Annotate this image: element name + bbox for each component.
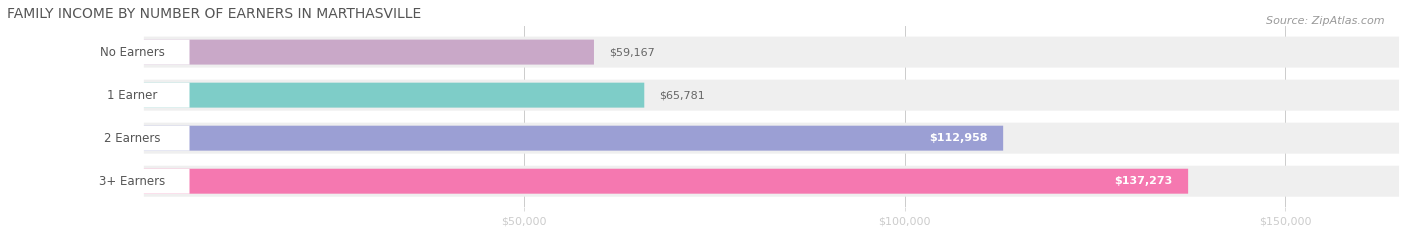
FancyBboxPatch shape: [76, 169, 190, 194]
FancyBboxPatch shape: [143, 37, 1399, 68]
Text: $112,958: $112,958: [929, 133, 988, 143]
FancyBboxPatch shape: [143, 83, 644, 108]
FancyBboxPatch shape: [143, 80, 1399, 111]
FancyBboxPatch shape: [143, 126, 1002, 151]
Text: 3+ Earners: 3+ Earners: [100, 175, 166, 188]
FancyBboxPatch shape: [143, 40, 593, 65]
Text: FAMILY INCOME BY NUMBER OF EARNERS IN MARTHASVILLE: FAMILY INCOME BY NUMBER OF EARNERS IN MA…: [7, 7, 422, 21]
Text: No Earners: No Earners: [100, 46, 165, 58]
Text: 1 Earner: 1 Earner: [107, 89, 157, 102]
Text: Source: ZipAtlas.com: Source: ZipAtlas.com: [1267, 16, 1385, 26]
Text: $59,167: $59,167: [609, 47, 655, 57]
FancyBboxPatch shape: [143, 169, 1188, 194]
Text: $137,273: $137,273: [1115, 176, 1173, 186]
FancyBboxPatch shape: [76, 83, 190, 108]
FancyBboxPatch shape: [76, 40, 190, 65]
FancyBboxPatch shape: [143, 166, 1399, 197]
Text: 2 Earners: 2 Earners: [104, 132, 160, 145]
FancyBboxPatch shape: [76, 126, 190, 151]
Text: $65,781: $65,781: [659, 90, 706, 100]
FancyBboxPatch shape: [143, 123, 1399, 154]
